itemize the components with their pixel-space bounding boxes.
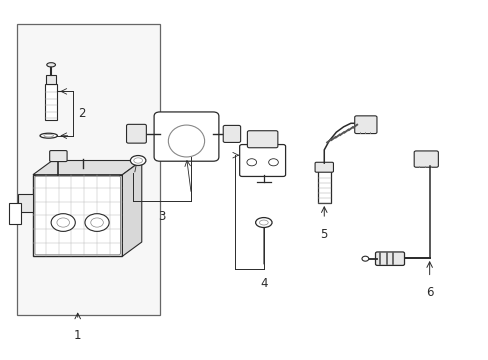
FancyBboxPatch shape [239,145,285,176]
Text: 5: 5 [320,228,327,241]
Circle shape [361,256,368,261]
FancyBboxPatch shape [126,124,146,143]
Ellipse shape [259,220,267,225]
FancyBboxPatch shape [375,252,404,265]
Polygon shape [33,161,142,175]
FancyBboxPatch shape [247,131,277,148]
Ellipse shape [255,217,271,228]
Bar [17,24,160,315]
Circle shape [268,159,278,166]
Ellipse shape [40,133,57,138]
Bar [33,175,122,256]
FancyBboxPatch shape [314,162,333,172]
Bar [9,203,21,224]
FancyBboxPatch shape [50,150,67,162]
Ellipse shape [47,63,55,67]
FancyBboxPatch shape [223,125,240,143]
Text: 1: 1 [74,329,81,342]
FancyBboxPatch shape [413,151,437,167]
Bar [45,84,57,120]
Text: 6: 6 [425,286,432,299]
Circle shape [91,218,103,227]
Bar [317,171,330,203]
Circle shape [85,214,109,231]
Bar [46,76,56,84]
Ellipse shape [134,158,142,163]
Circle shape [246,159,256,166]
FancyBboxPatch shape [354,116,376,134]
Text: 3: 3 [158,210,165,223]
Circle shape [57,218,69,227]
Circle shape [51,214,75,231]
Text: 4: 4 [260,278,267,291]
Bar [19,194,33,212]
Ellipse shape [130,156,145,166]
Polygon shape [122,161,142,256]
Ellipse shape [44,134,53,137]
Text: 2: 2 [78,107,85,120]
FancyBboxPatch shape [154,112,219,161]
